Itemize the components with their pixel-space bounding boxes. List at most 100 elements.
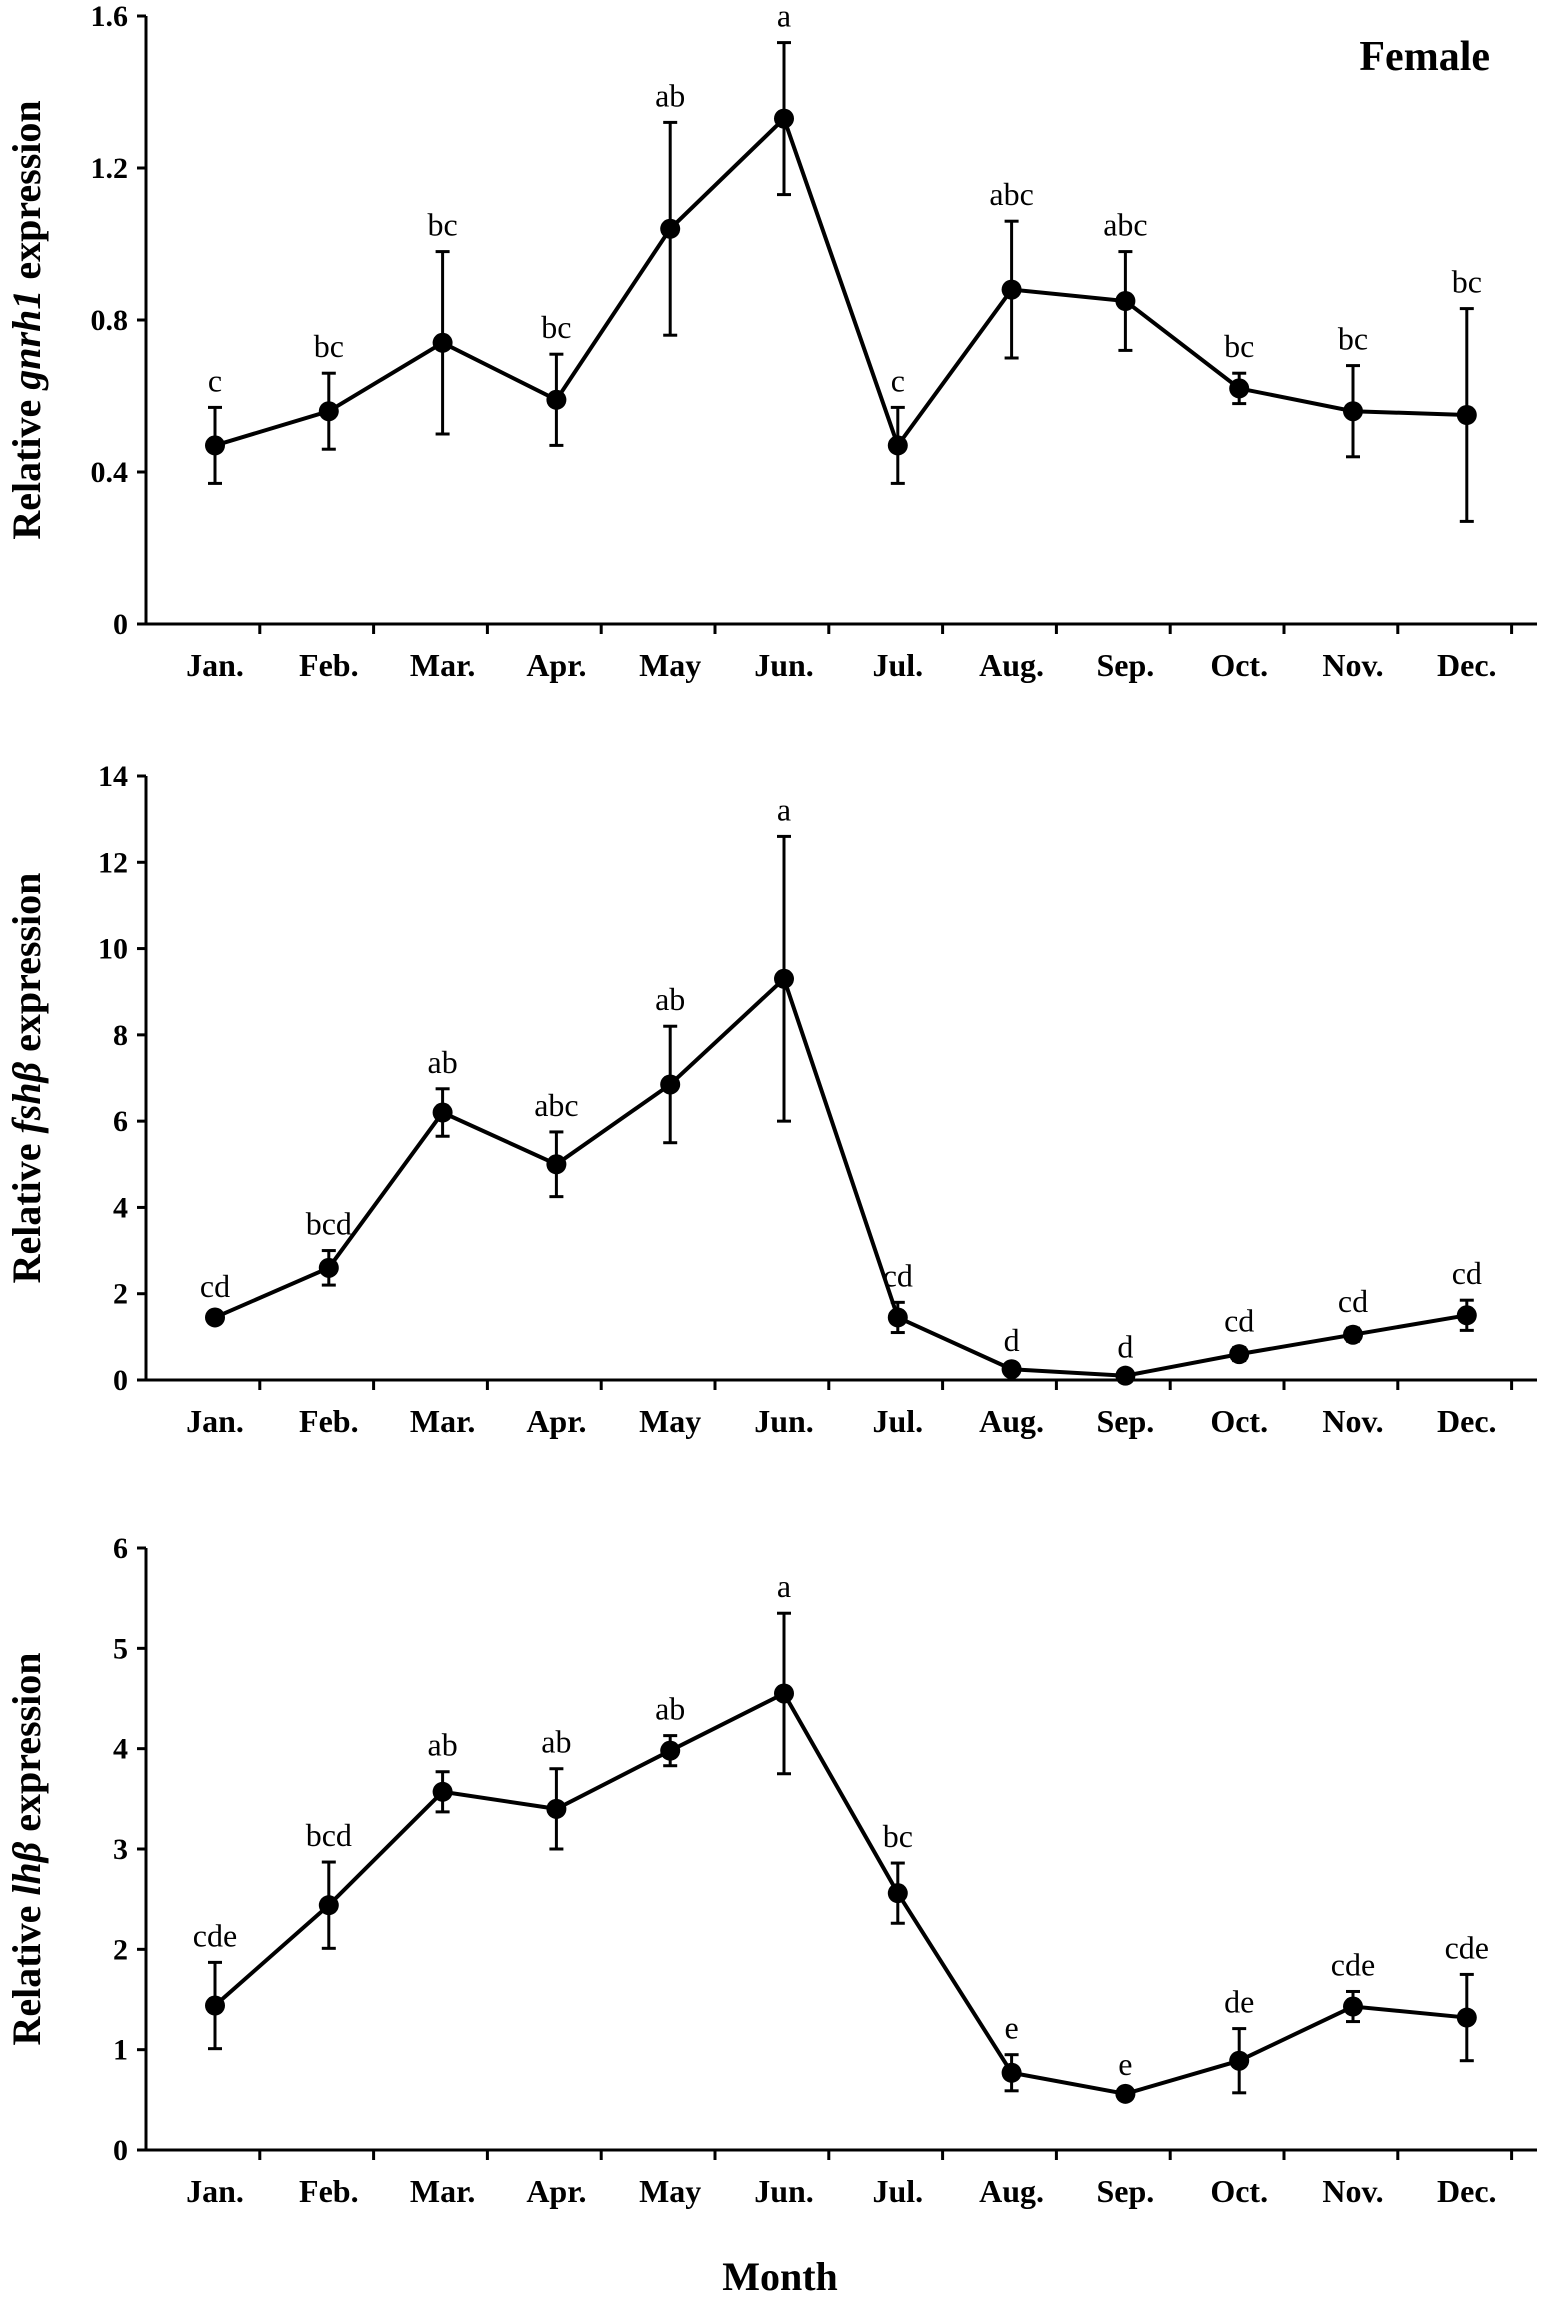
x-tick-label: Jun. (754, 2173, 814, 2209)
significance-label: c (891, 362, 905, 398)
data-point (432, 1781, 453, 1802)
significance-label: d (1117, 1329, 1133, 1365)
y-axis-title-prefix: Relative (4, 1896, 49, 2046)
significance-label: cd (200, 1268, 230, 1304)
data-point (205, 1995, 225, 2016)
data-point (205, 435, 225, 456)
significance-label: abc (989, 176, 1033, 212)
x-tick-label: Jul. (872, 2173, 923, 2209)
data-point (887, 435, 908, 456)
x-tick-label: Mar. (410, 647, 475, 683)
x-axis-title: Month (722, 2254, 838, 2299)
significance-label: a (777, 1568, 791, 1604)
data-point (318, 401, 339, 422)
data-point (546, 1798, 567, 1819)
y-tick-label: 4 (113, 1191, 128, 1224)
y-tick-label: 6 (113, 1105, 128, 1138)
x-tick-label: Oct. (1210, 2173, 1268, 2209)
significance-label: e (1004, 2010, 1018, 2046)
x-tick-label: Nov. (1322, 1403, 1383, 1439)
significance-label: abc (534, 1087, 578, 1123)
data-point (1229, 378, 1250, 399)
x-tick-label: Dec. (1437, 2173, 1497, 2209)
x-tick-label: Mar. (410, 1403, 475, 1439)
data-point (1115, 291, 1136, 311)
y-tick-label: 5 (113, 1632, 128, 1665)
data-point (1001, 1359, 1022, 1380)
significance-label: bcd (306, 1206, 352, 1242)
significance-label: bc (1224, 328, 1254, 364)
y-axis-title-gene: gnrh1 (4, 290, 49, 391)
data-point (774, 108, 794, 129)
data-point (432, 1102, 453, 1123)
y-tick-label: 0.8 (91, 304, 129, 337)
x-tick-label: May (639, 647, 701, 683)
significance-label: cd (1224, 1303, 1254, 1339)
y-tick-label: 1 (113, 2034, 128, 2067)
data-point (774, 1683, 794, 1704)
significance-label: ab (427, 1044, 457, 1080)
significance-label: bc (1452, 264, 1482, 300)
data-point (1001, 279, 1022, 300)
x-tick-label: Jan. (186, 2173, 244, 2209)
data-point (1229, 1344, 1250, 1365)
y-tick-label: 8 (113, 1019, 128, 1052)
significance-label: ab (655, 1691, 685, 1727)
y-tick-label: 1.2 (91, 152, 129, 185)
significance-label: d (1004, 1322, 1020, 1358)
x-tick-label: Nov. (1322, 647, 1383, 683)
x-tick-label: Jul. (872, 1403, 923, 1439)
significance-label: bc (1338, 321, 1368, 357)
y-tick-label: 2 (113, 1278, 128, 1311)
significance-label: cde (1331, 1946, 1375, 1982)
significance-label: bc (541, 309, 571, 345)
data-point (318, 1257, 339, 1278)
data-point (660, 1740, 681, 1761)
x-tick-label: May (639, 1403, 701, 1439)
y-axis-title-prefix: Relative (4, 1133, 49, 1283)
x-tick-label: Jul. (872, 647, 923, 683)
significance-label: ab (427, 1727, 457, 1763)
x-tick-label: Jun. (754, 1403, 814, 1439)
significance-label: e (1118, 2046, 1132, 2082)
significance-label: ab (541, 1724, 571, 1760)
data-point (318, 1895, 339, 1916)
panel-gnrh1: 0 0.4 0.8 1.2 1.6 Jan. Feb. Mar. Apr. May Jun. Jul.… (4, 0, 1537, 683)
significance-label: bc (883, 1818, 913, 1854)
significance-label: ab (655, 77, 685, 113)
data-point (660, 218, 681, 239)
y-axis-title: Relative gnrh1 expression (4, 100, 49, 539)
significance-label: bc (314, 328, 344, 364)
data-point (546, 389, 567, 410)
y-axis-title-gene: lhβ (4, 1841, 49, 1895)
data-point (1456, 405, 1477, 425)
y-tick-label: 1.6 (91, 0, 129, 33)
x-tick-label: Apr. (526, 647, 586, 683)
y-tick-label: 3 (113, 1833, 128, 1866)
y-axis-title-suffix: expression (4, 873, 49, 1062)
y-tick-label: 6 (113, 1532, 128, 1565)
data-point (1343, 1996, 1363, 2017)
y-tick-label: 4 (113, 1733, 128, 1766)
x-tick-label: Jan. (186, 1403, 244, 1439)
x-tick-label: May (639, 2173, 701, 2209)
significance-label: cd (1338, 1283, 1368, 1319)
significance-label: bcd (306, 1817, 352, 1853)
x-tick-label: Jan. (186, 647, 244, 683)
x-tick-label: Dec. (1437, 647, 1497, 683)
y-axis-title-suffix: expression (4, 100, 49, 289)
data-point (546, 1154, 567, 1175)
significance-label: bc (427, 207, 457, 243)
y-tick-label: 0.4 (91, 456, 129, 489)
x-tick-label: Sep. (1097, 647, 1155, 683)
significance-label: ab (655, 981, 685, 1017)
series-line (214, 114, 1467, 450)
data-point (887, 1883, 908, 1904)
y-axis-title: Relative fshβ expression (4, 873, 49, 1284)
y-tick-label: 0 (113, 1364, 128, 1397)
y-axis-title: Relative lhβ expression (4, 1652, 49, 2045)
data-point (1343, 1324, 1363, 1345)
data-point (1001, 2062, 1022, 2083)
data-point (1456, 1305, 1477, 1326)
x-tick-label: Feb. (299, 1403, 359, 1439)
